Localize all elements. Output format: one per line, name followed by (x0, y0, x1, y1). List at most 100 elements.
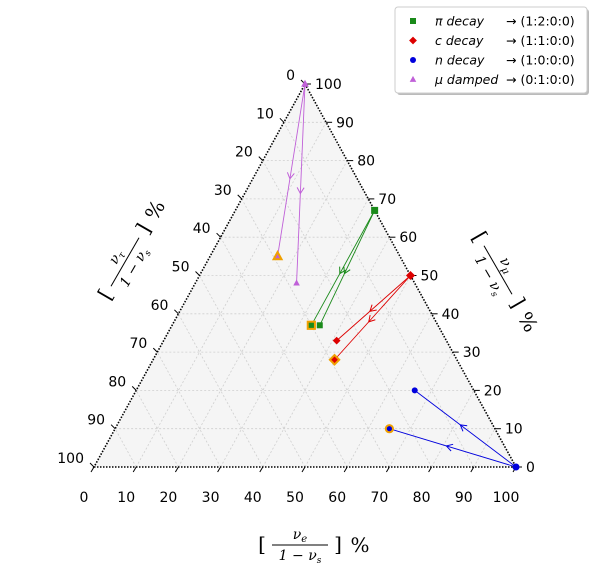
tick-label-right: 60 (399, 230, 417, 246)
flow-line (334, 275, 411, 361)
end-point (411, 387, 418, 394)
tick-label-bottom: 10 (117, 490, 135, 506)
tick-label-left: 10 (256, 106, 274, 122)
grid-line (473, 428, 496, 468)
legend-label: c decay (435, 33, 484, 48)
bracket-left: [ (468, 227, 493, 246)
flow-arrow (369, 304, 377, 312)
flow-line (277, 83, 306, 257)
tick-labels: 0 0 0 10 10 10 20 20 20 30 30 30 40 40 40 50 50 50 60 60 60 7… (57, 68, 535, 506)
tick-mark-left (110, 424, 116, 430)
tick-label-bottom: 90 (455, 490, 473, 506)
tick-label-right: 40 (442, 307, 460, 323)
tick-label-left: 60 (151, 298, 169, 314)
grid-line (178, 313, 264, 468)
end-point (316, 322, 323, 329)
tick-label-right: 20 (484, 383, 502, 399)
series-3 (271, 79, 309, 286)
tick-mark-bottom (174, 466, 179, 473)
tick-mark-bottom (428, 466, 433, 473)
fraction-numerator: ντ (106, 247, 129, 269)
tick-mark-bottom (90, 466, 95, 473)
unit-label: % (140, 196, 170, 224)
flow-line (310, 210, 376, 326)
tick-label-left: 90 (87, 413, 105, 429)
tick-label-right: 80 (357, 154, 375, 170)
grid-line (135, 390, 179, 468)
grid-line (135, 122, 327, 468)
tick-mark-bottom (385, 466, 390, 473)
fraction-numerator: νe (293, 527, 308, 545)
fraction-denominator: 1 − νs (279, 548, 322, 566)
legend-suffix: → (1:0:0:0) (506, 53, 575, 68)
tick-mark-bottom (132, 466, 137, 473)
flow-line (336, 275, 411, 341)
legend-suffix: → (1:1:0:0) (506, 33, 575, 48)
plot-area (89, 79, 522, 473)
flow-arrow (459, 424, 468, 432)
legend-box (394, 6, 588, 94)
tick-label-bottom: 50 (286, 490, 304, 506)
tick-label-bottom: 100 (493, 490, 520, 506)
grid-line (304, 275, 411, 468)
tick-label-bottom: 30 (202, 490, 220, 506)
grid-line (220, 198, 369, 468)
tick-label-left: 80 (108, 374, 126, 390)
axis-title-left: []ντ1 − νs% (93, 196, 170, 304)
legend-suffix: → (0:1:0:0) (506, 72, 575, 87)
tick-label-bottom: 20 (159, 490, 177, 506)
legend: π decay → (1:2:0:0) c decay → (1:1:0:0) n de… (394, 6, 589, 95)
series-2 (384, 387, 520, 471)
bracket-right: ] (334, 532, 342, 556)
tick-mark-left (89, 462, 95, 468)
grid-line (156, 351, 221, 468)
tick-label-bottom: 80 (413, 490, 431, 506)
series-0 (306, 206, 379, 330)
tick-label-left: 30 (214, 183, 232, 199)
tick-mark-left (131, 386, 137, 391)
tick-mark-bottom (470, 466, 475, 473)
data-series (271, 79, 520, 471)
end-point-highlight (271, 249, 284, 261)
grid-line (431, 390, 475, 468)
source-point (512, 463, 520, 471)
bracket-left: [ (93, 285, 118, 304)
flow-line (319, 210, 376, 326)
tick-mark-bottom (343, 466, 348, 473)
tick-label-right: 0 (526, 460, 535, 476)
grid-line (199, 275, 306, 468)
tick-label-right: 90 (336, 115, 354, 131)
end-point (293, 279, 300, 286)
end-point (332, 336, 341, 345)
tick-mark-bottom (259, 466, 264, 473)
fraction-bar (483, 245, 513, 295)
legend-suffix: → (1:2:0:0) (506, 14, 575, 29)
tick-label-left: 50 (172, 260, 190, 276)
tick-label-left: 0 (286, 68, 295, 84)
grid-line (283, 122, 475, 468)
flow-line (296, 83, 306, 284)
axis-title-right: []νμ1 − νs% (468, 227, 544, 336)
tick-label-bottom: 40 (244, 490, 262, 506)
tick-label-right: 70 (378, 192, 396, 208)
tick-mark-left (174, 309, 179, 315)
tick-mark-left (237, 194, 243, 200)
tick-label-bottom: 70 (370, 490, 388, 506)
flow-arrow (368, 314, 376, 323)
tick-label-left: 20 (235, 145, 253, 161)
grid-line (346, 313, 432, 468)
tick-mark-left (216, 232, 221, 238)
source-point (301, 79, 309, 87)
legend-marker (409, 75, 417, 82)
end-point-highlight (384, 424, 394, 434)
legend-label: n decay (435, 53, 485, 68)
grid-line (241, 198, 390, 468)
grid-line (114, 428, 137, 468)
tick-mark-left (258, 156, 264, 161)
source-point (405, 270, 416, 281)
bracket-right: ] (131, 219, 156, 238)
tick-label-bottom: 0 (80, 490, 89, 506)
end-point-highlight (306, 320, 316, 330)
